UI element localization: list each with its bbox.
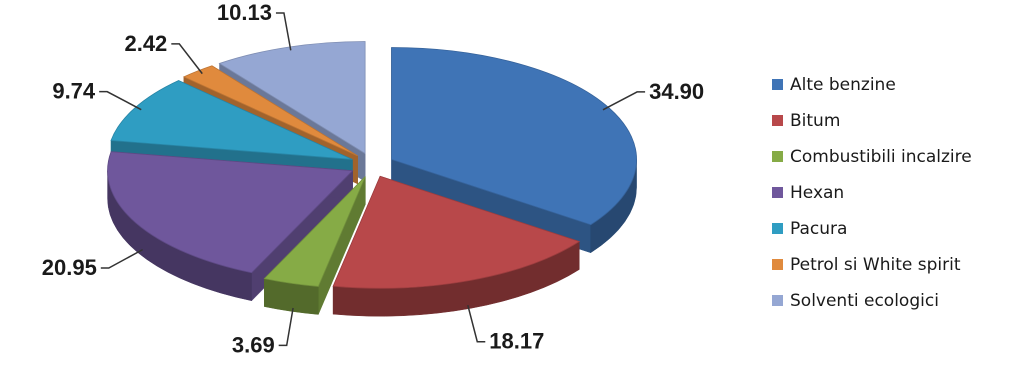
data-label-6: 2.42 — [124, 31, 167, 56]
leader-line-7 — [275, 12, 292, 51]
data-label-4: 20.95 — [42, 255, 97, 280]
leader-line-6 — [171, 43, 203, 75]
leader-line-2 — [467, 305, 486, 343]
legend-swatch-5 — [772, 223, 783, 234]
legend-label-4: Hexan — [790, 183, 844, 203]
pie-slice-2 — [332, 175, 581, 317]
data-label-7: 10.13 — [217, 0, 272, 25]
leader-line-1 — [602, 91, 646, 111]
legend-label-7: Solventi ecologici — [790, 291, 939, 311]
data-label-1: 34.90 — [649, 79, 704, 104]
data-labels: 34.90 18.17 3.69 20.95 9.74 2.42 10.13 — [42, 0, 704, 357]
legend-swatch-4 — [772, 187, 783, 198]
data-label-2: 18.17 — [489, 329, 544, 354]
legend-swatch-2 — [772, 115, 783, 126]
legend-swatch-3 — [772, 151, 783, 162]
legend-label-3: Combustibili incalzire — [790, 147, 972, 167]
leader-line-3 — [278, 307, 294, 347]
legend-swatch-6 — [772, 259, 783, 270]
data-label-3: 3.69 — [232, 332, 275, 357]
legend-swatch-1 — [772, 79, 783, 90]
legend-label-6: Petrol si White spirit — [790, 255, 961, 275]
legend-label-1: Alte benzine — [790, 75, 896, 95]
pie-slice-3 — [263, 175, 366, 315]
leader-line-5 — [99, 90, 142, 111]
pie-slice-4 — [107, 151, 354, 302]
legend-label-2: Bitum — [790, 111, 840, 131]
legend-swatch-7 — [772, 295, 783, 306]
legend-label-5: Pacura — [790, 219, 847, 239]
data-label-5: 9.74 — [52, 79, 96, 104]
legend: Alte benzine Bitum Combustibili incalzire H… — [772, 75, 972, 311]
pie-slices — [107, 41, 637, 317]
leader-line-4 — [100, 248, 143, 269]
